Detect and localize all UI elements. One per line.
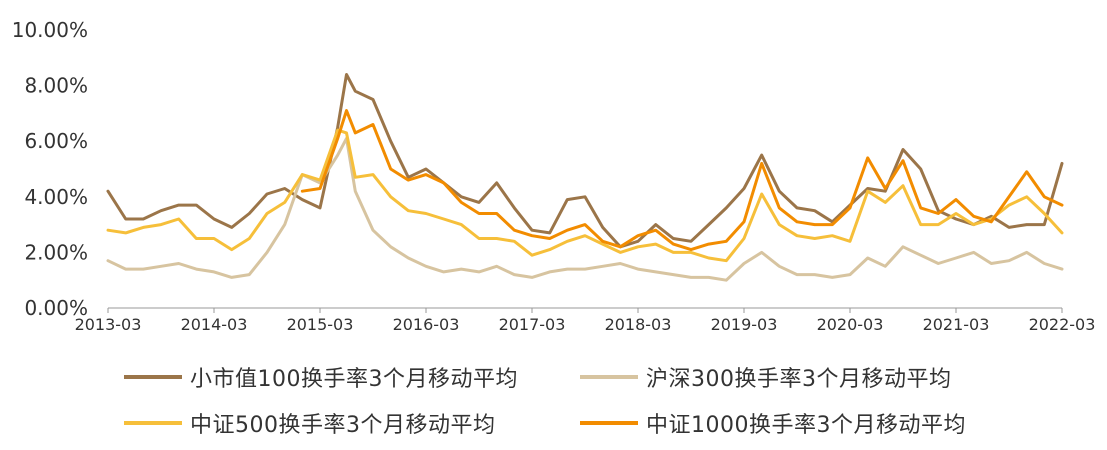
series-lines (106, 73, 1064, 282)
legend-swatch (124, 421, 182, 425)
legend-item-csi-500: 中证500换手率3个月移动平均 (124, 408, 496, 438)
x-axis: 2013-03 2014-03 2015-03 2016-03 2017-03 2018-… (75, 307, 1096, 334)
y-tick-label: 0.00% (24, 296, 88, 320)
legend-item-small-cap-100: 小市值100换手率3个月移动平均 (124, 362, 518, 392)
series-line-0 (106, 73, 1064, 249)
line-chart: 0.00%2.00%4.00%6.00%8.00%10.00% 2013-03 2… (12, 18, 1096, 334)
legend-label: 沪深300换手率3个月移动平均 (646, 367, 952, 392)
y-axis: 0.00% 2.00% 4.00% 6.00% 8.00% 10.00% (12, 18, 88, 320)
legend-swatch (124, 375, 182, 379)
series-line-2 (106, 128, 1064, 263)
x-tick-label: 2013-03 (75, 315, 142, 334)
y-tick-label: 4.00% (24, 185, 88, 209)
y-tick-label: 8.00% (24, 74, 88, 98)
x-tick-label: 2018-03 (605, 315, 672, 334)
y-tick-label: 6.00% (24, 129, 88, 153)
legend: 小市值100换手率3个月移动平均 沪深300换手率3个月移动平均 中证500换手… (0, 352, 1107, 447)
x-tick-label: 2019-03 (711, 315, 778, 334)
legend-label: 中证1000换手率3个月移动平均 (646, 413, 966, 438)
legend-label: 小市值100换手率3个月移动平均 (190, 367, 518, 392)
x-tick-label: 2021-03 (923, 315, 990, 334)
legend-item-csi-300: 沪深300换手率3个月移动平均 (580, 362, 952, 392)
legend-swatch (580, 375, 638, 379)
x-tick-label: 2015-03 (287, 315, 354, 334)
y-tick-label: 2.00% (24, 240, 88, 264)
legend-label: 中证500换手率3个月移动平均 (190, 413, 496, 438)
legend-item-csi-1000: 中证1000换手率3个月移动平均 (580, 408, 966, 438)
legend-swatch (580, 421, 638, 425)
x-tick-label: 2017-03 (499, 315, 566, 334)
series-line-3 (300, 109, 1064, 252)
y-tick-label: 10.00% (12, 18, 88, 42)
x-tick-label: 2016-03 (393, 315, 460, 334)
x-tick-label: 2014-03 (181, 315, 248, 334)
x-tick-label: 2020-03 (817, 315, 884, 334)
x-tick-label: 2022-03 (1029, 315, 1096, 334)
series-line-1 (106, 136, 1064, 282)
